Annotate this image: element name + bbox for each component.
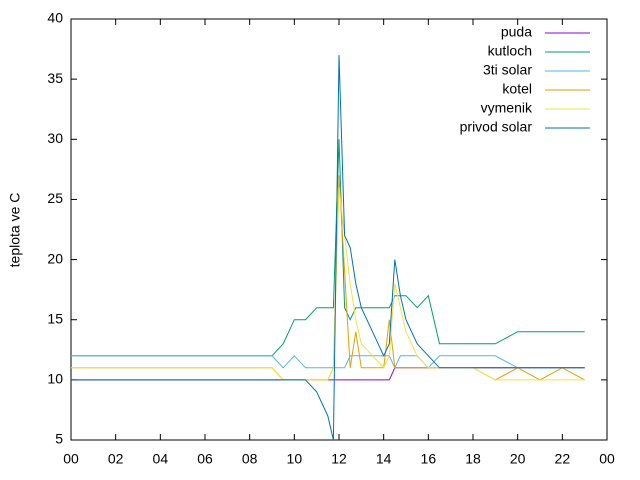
- x-tick-label: 22: [555, 451, 571, 467]
- x-tick-label: 10: [287, 451, 303, 467]
- x-tick-label: 02: [108, 451, 124, 467]
- series-line: [71, 175, 585, 381]
- series-line: [71, 367, 585, 381]
- series-line: [71, 55, 585, 441]
- y-tick-label: 25: [47, 190, 63, 206]
- x-tick-label: 12: [331, 451, 347, 467]
- x-tick-label: 18: [465, 451, 481, 467]
- y-tick-label: 5: [55, 431, 63, 447]
- legend-label: kutloch: [488, 43, 532, 59]
- x-tick-label: 14: [376, 451, 392, 467]
- y-tick-label: 15: [47, 310, 63, 326]
- legend-label: vymenik: [481, 100, 533, 116]
- y-axis-label: teplota ve C: [7, 193, 23, 268]
- x-tick-label: 16: [421, 451, 437, 467]
- x-tick-label: 08: [242, 451, 258, 467]
- legend-label: puda: [501, 24, 532, 40]
- legend-label: privod solar: [460, 119, 533, 135]
- legend-label: kotel: [502, 81, 532, 97]
- series-line: [71, 355, 585, 369]
- x-tick-label: 00: [63, 451, 79, 467]
- x-tick-label: 04: [153, 451, 169, 467]
- legend-label: 3ti solar: [483, 62, 532, 78]
- x-tick-label: 00: [599, 451, 615, 467]
- x-tick-label: 06: [197, 451, 213, 467]
- series-line: [71, 187, 585, 381]
- y-tick-label: 40: [47, 10, 63, 26]
- y-tick-label: 10: [47, 371, 63, 387]
- y-tick-label: 30: [47, 130, 63, 146]
- y-tick-label: 20: [47, 250, 63, 266]
- x-tick-label: 20: [510, 451, 526, 467]
- series-line: [71, 139, 585, 357]
- y-tick-label: 35: [47, 70, 63, 86]
